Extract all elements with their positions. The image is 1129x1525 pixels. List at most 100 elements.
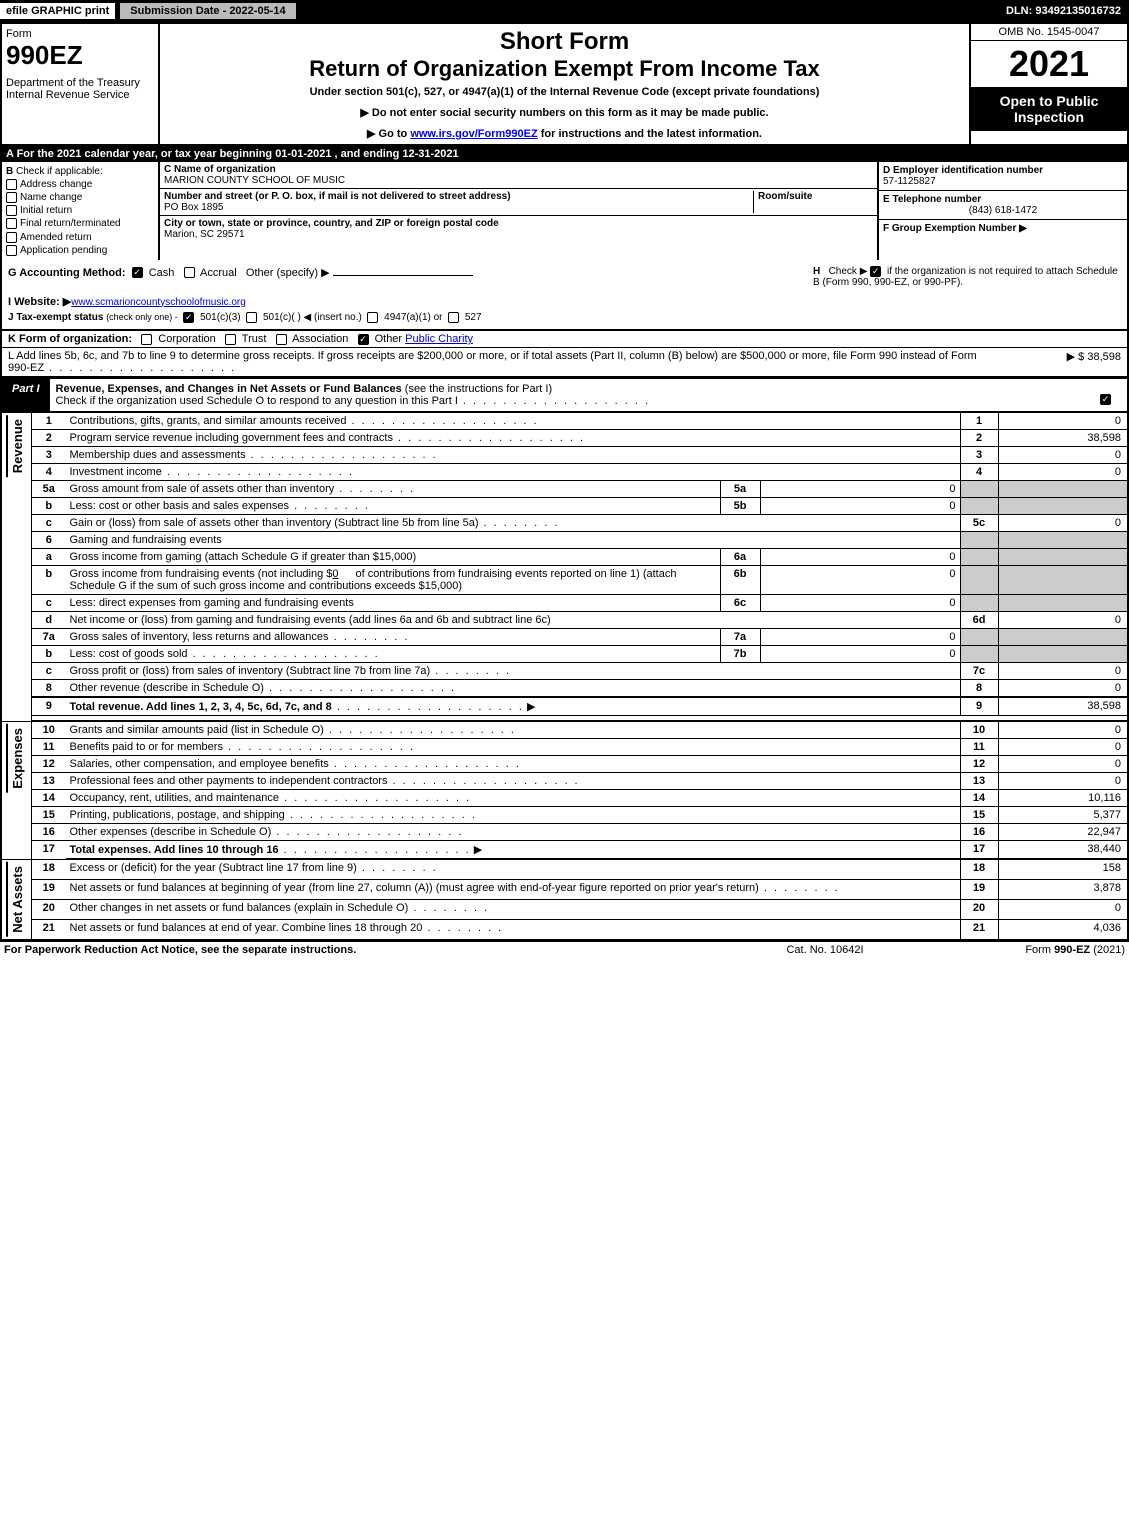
chk-assoc[interactable] — [276, 334, 287, 345]
line-code: 2 — [960, 429, 998, 446]
line-code: 15 — [960, 807, 998, 824]
sub-code: 5a — [720, 480, 760, 497]
line-desc: Printing, publications, postage, and shi… — [70, 809, 285, 821]
line-code: 16 — [960, 824, 998, 841]
line-amt: 0 — [998, 679, 1128, 697]
other-input[interactable] — [333, 275, 473, 276]
line-desc: Net assets or fund balances at beginning… — [70, 882, 759, 894]
line-desc: Net income or (loss) from gaming and fun… — [70, 614, 551, 626]
assoc-label: Association — [292, 333, 348, 345]
k-label: K Form of organization: — [8, 333, 132, 345]
chk-amended-return[interactable]: Amended return — [6, 232, 154, 243]
line-10: Expenses 10Grants and similar amounts pa… — [1, 721, 1128, 739]
line-num: b — [32, 497, 66, 514]
sub-code: 7b — [720, 645, 760, 662]
line-desc: Total expenses. Add lines 10 through 16 — [70, 844, 279, 856]
chk-final-return[interactable]: Final return/terminated — [6, 218, 154, 229]
form-header: Form 990EZ Department of the Treasury In… — [0, 22, 1129, 146]
lines-table: Revenue 1Contributions, gifts, grants, a… — [0, 413, 1129, 940]
website-link[interactable]: www.scmarioncountyschoolofmusic.org — [71, 297, 246, 308]
b-check-label: Check if applicable: — [16, 166, 103, 177]
line-num: 11 — [32, 739, 66, 756]
chk-name-change[interactable]: Name change — [6, 192, 154, 203]
line-num: 13 — [32, 773, 66, 790]
line-16: 16Other expenses (describe in Schedule O… — [1, 824, 1128, 841]
line-21: 21Net assets or fund balances at end of … — [1, 919, 1128, 939]
line-6a: aGross income from gaming (attach Schedu… — [1, 548, 1128, 565]
line-desc: Less: direct expenses from gaming and fu… — [70, 597, 354, 609]
line-desc: Gaming and fundraising events — [70, 534, 222, 546]
corp-label: Corporation — [158, 333, 215, 345]
chk-4947[interactable] — [367, 312, 378, 323]
line-9: 9Total revenue. Add lines 1, 2, 3, 4, 5c… — [1, 697, 1128, 716]
h-row: H Check ▶ if the organization is not req… — [807, 260, 1127, 329]
line-num: b — [32, 565, 66, 594]
chk-initial-return[interactable]: Initial return — [6, 205, 154, 216]
line-desc: Other changes in net assets or fund bala… — [70, 902, 409, 914]
irs-link[interactable]: www.irs.gov/Form990EZ — [410, 128, 537, 140]
chk-corp[interactable] — [141, 334, 152, 345]
grey-cell — [960, 531, 998, 548]
instr2-post: for instructions and the latest informat… — [538, 128, 762, 140]
part1-sub: (see the instructions for Part I) — [405, 383, 552, 395]
line-desc: Membership dues and assessments — [70, 449, 246, 461]
chk-trust[interactable] — [225, 334, 236, 345]
grey-cell — [998, 531, 1128, 548]
tel-hdr: E Telephone number — [883, 194, 1123, 205]
opt-501c3: 501(c)(3) — [200, 312, 241, 323]
line-amt: 0 — [998, 611, 1128, 628]
chk-501c[interactable] — [246, 312, 257, 323]
line-5b: bLess: cost or other basis and sales exp… — [1, 497, 1128, 514]
line-desc: Program service revenue including govern… — [70, 432, 393, 444]
grey-cell — [960, 645, 998, 662]
chk-sched-b[interactable] — [870, 266, 881, 277]
tel-row: E Telephone number (843) 618-1472 — [879, 191, 1127, 220]
line-amt: 3,878 — [998, 880, 1128, 900]
part1-badge: Part I — [2, 379, 50, 411]
line-code: 8 — [960, 679, 998, 697]
checkbox-icon — [6, 192, 17, 203]
line-num: c — [32, 594, 66, 611]
line-5a: 5aGross amount from sale of assets other… — [1, 480, 1128, 497]
chk-label: Amended return — [20, 232, 92, 243]
line-desc: Occupancy, rent, utilities, and maintena… — [70, 792, 280, 804]
part1-title-text: Revenue, Expenses, and Changes in Net As… — [56, 383, 402, 395]
line-amt: 0 — [998, 756, 1128, 773]
line-desc: Other revenue (describe in Schedule O) — [70, 682, 264, 694]
other-org-val[interactable]: Public Charity — [405, 333, 473, 345]
chk-schedule-o[interactable] — [1100, 394, 1111, 405]
return-title: Return of Organization Exempt From Incom… — [164, 56, 965, 82]
line-amt: 38,598 — [998, 429, 1128, 446]
box-d: D Employer identification number 57-1125… — [877, 162, 1127, 260]
line-18: Net Assets 18Excess or (deficit) for the… — [1, 859, 1128, 879]
chk-527[interactable] — [448, 312, 459, 323]
instr-goto: ▶ Go to www.irs.gov/Form990EZ for instru… — [164, 127, 965, 140]
chk-address-change[interactable]: Address change — [6, 179, 154, 190]
opt-4947: 4947(a)(1) or — [384, 312, 442, 323]
footer-form-post: (2021) — [1090, 944, 1125, 956]
line-num: 4 — [32, 463, 66, 480]
j-label: J Tax-exempt status — [8, 312, 103, 323]
open-inspection: Open to Public Inspection — [971, 87, 1127, 131]
line-num: 6 — [32, 531, 66, 548]
line-code: 4 — [960, 463, 998, 480]
top-bar: efile GRAPHIC print Submission Date - 20… — [0, 0, 1129, 22]
sub-val: 0 — [760, 565, 960, 594]
chk-cash[interactable] — [132, 267, 143, 278]
checkbox-icon — [6, 218, 17, 229]
chk-application-pending[interactable]: Application pending — [6, 245, 154, 256]
street-hdr: Number and street (or P. O. box, if mail… — [164, 191, 753, 202]
form-word: Form — [6, 28, 154, 40]
part1-header: Part I Revenue, Expenses, and Changes in… — [0, 377, 1129, 413]
chk-other-org[interactable] — [358, 334, 369, 345]
efile-label[interactable]: efile GRAPHIC print — [0, 3, 115, 19]
i-label: I Website: ▶ — [8, 296, 71, 308]
line-code: 14 — [960, 790, 998, 807]
chk-501c3[interactable] — [183, 312, 194, 323]
line-num: 1 — [32, 413, 66, 430]
line-code: 12 — [960, 756, 998, 773]
line-num: 7a — [32, 628, 66, 645]
line-num: 12 — [32, 756, 66, 773]
line-12: 12Salaries, other compensation, and empl… — [1, 756, 1128, 773]
chk-accrual[interactable] — [184, 267, 195, 278]
